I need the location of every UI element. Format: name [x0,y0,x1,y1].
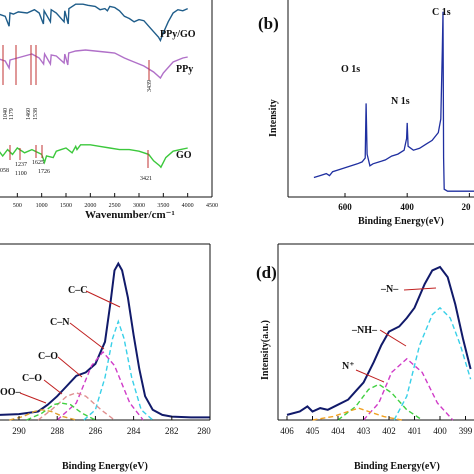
panel-c: 290 288 286 284 282 280 Binding Energy(eV) C–… [0,243,211,472]
peak-label-1726: 1726 [38,169,50,175]
peak-label-n1s: N 1s [391,96,410,107]
peak-label-c1s: C 1s [432,7,451,18]
panel-c-series [0,261,210,421]
series-line--n- [393,306,472,421]
tick-label: 406 [280,426,294,436]
peak-label-o1s: O 1s [341,64,360,75]
panel-d-x-ticks: 406 405 404 403 402 401 400 399 [280,416,473,436]
series-line--nh- [362,357,454,421]
peak-label-1237: 1237 [15,162,27,168]
tick-label: 284 [127,426,141,436]
panel-b-x-axis-label: Binding Energy(eV) [358,216,444,227]
series-line-measured [0,261,210,419]
tick-label: 3500 [157,203,169,209]
panel-b: 600 400 20 (b) Intensity Binding Energy(eV… [258,0,474,227]
tick-label: 405 [306,426,320,436]
panel-a-peak-markers [2,45,150,168]
peak-label-1058: 058 [0,168,9,174]
tick-label: 286 [89,426,103,436]
series-line-o-c-o [9,409,77,421]
panel-b-y-axis-label: Intensity [268,99,279,137]
tick-label: 1000 [36,203,48,209]
tick-label: 500 [13,203,22,209]
panel-d-y-axis-label: Intensity(a.u.) [260,320,271,380]
tick-label: 600 [338,202,352,212]
panel-d-component-labels: –N– –NH– N⁺ [342,284,399,372]
series-line-measured [286,265,472,416]
panel-c-x-ticks: 290 288 286 284 282 280 [12,416,211,436]
panel-b-series [313,11,474,192]
label-c-n: C–N [50,317,70,328]
tick-label: 4000 [182,203,194,209]
panel-d-label: (d) [256,263,277,282]
tick-label: 2500 [109,203,121,209]
series-line-c-c [83,319,154,421]
tick-label: 290 [12,426,26,436]
series-line-extra [312,407,402,421]
peak-label-3439: 3439 [147,80,153,92]
panel-b-x-ticks: 600 400 20 [338,193,471,212]
series-line-c-o [37,392,115,421]
peak-label-1625: 1625 [32,160,44,166]
peak-label-1460: 1460 [26,108,32,120]
series-line-c-n [56,350,144,421]
series-line-ppy [0,49,188,80]
panel-d: 406 405 404 403 402 401 400 399 (d) Intensity(a… [256,243,474,472]
series-line-survey [313,11,474,192]
tick-label: 4500 [206,203,218,209]
peak-label-1179: 1179 [9,108,15,120]
panel-d-pointer-arrows [355,287,437,383]
legend-ppy: PPy [176,64,193,75]
peak-label-1040: 1040 [3,108,9,120]
series-line-c-o [26,402,96,421]
tick-label: 288 [50,426,64,436]
panel-a-peak-labels: 1040 1179 1460 1538 3439 058 1237 1100 1… [0,80,153,182]
panel-a: 500 1000 1500 2000 2500 3000 3500 4000 4500 Wave… [0,0,218,221]
peak-label-1100: 1100 [15,171,27,177]
tick-label: 3000 [133,203,145,209]
tick-label: 280 [197,426,211,436]
panel-c-x-axis-label: Binding Energy(eV) [62,461,148,472]
label-n: –N– [380,284,399,295]
panel-a-x-axis-label: Wavenumber/cm⁻¹ [85,209,175,221]
tick-label: 404 [331,426,345,436]
legend-ppy-go: PPy/GO [160,29,196,40]
label-nh: –NH– [351,325,378,336]
panel-a-x-ticks: 500 1000 1500 2000 2500 3000 3500 4000 4500 [13,193,218,209]
tick-label: 402 [382,426,396,436]
tick-label: 401 [408,426,422,436]
label-c-c: C–C [68,285,87,296]
series-line-ppy-go [0,3,188,43]
label-c-o-lower: C–O [22,373,42,384]
panel-d-series [286,265,472,421]
tick-label: 403 [357,426,371,436]
label-c-o-upper: C–O [38,351,58,362]
panel-c-pointer-arrows [19,290,121,404]
tick-label: 2000 [84,203,96,209]
tick-label: 399 [459,426,473,436]
label-n-plus: N⁺ [342,361,355,372]
tick-label: 1500 [60,203,72,209]
legend-go: GO [176,150,192,161]
tick-label: 282 [165,426,179,436]
tick-label: 400 [433,426,447,436]
tick-label: 400 [400,202,414,212]
panel-d-x-axis-label: Binding Energy(eV) [354,461,440,472]
peak-label-1538: 1538 [33,108,39,120]
tick-label: 20 [462,202,472,212]
panel-c-component-labels: C–C C–N C–O C–O OO– [0,285,87,398]
panel-b-label: (b) [258,14,279,33]
label-oo: OO– [0,387,22,398]
peak-label-3421: 3421 [140,176,152,182]
